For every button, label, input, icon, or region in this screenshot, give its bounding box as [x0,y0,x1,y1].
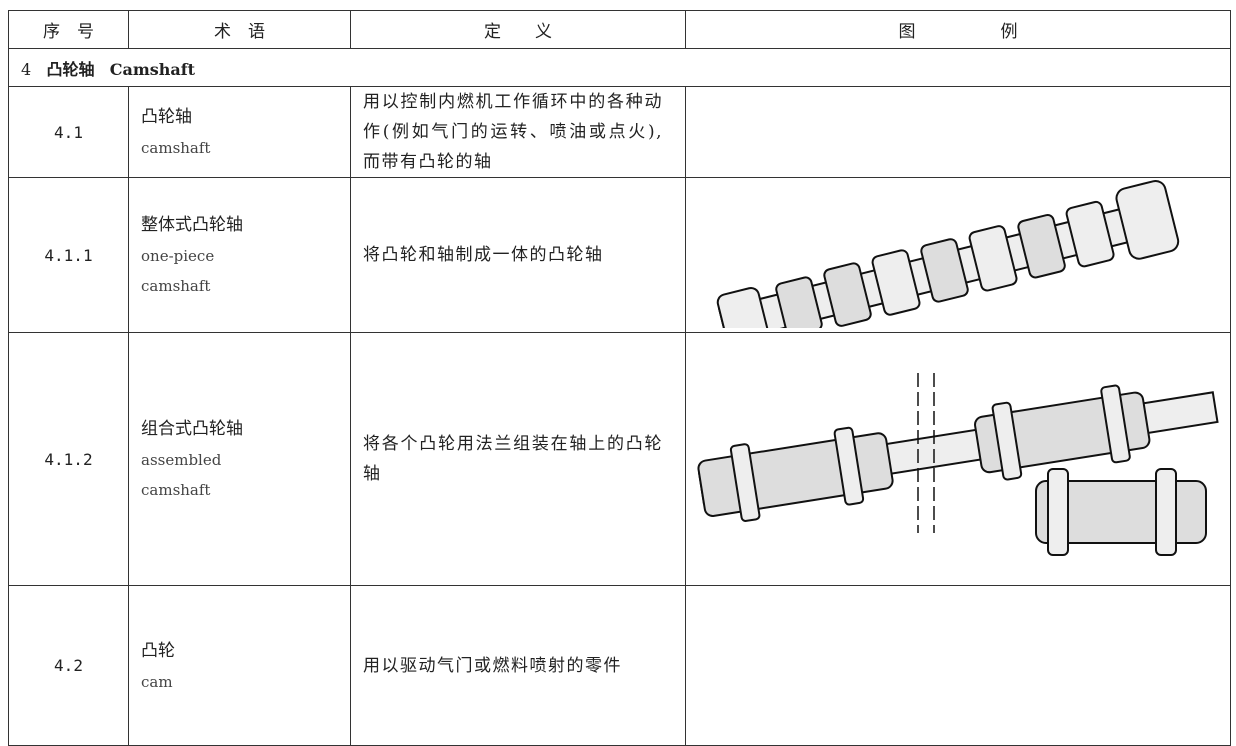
row-number: 4.1.1 [8,177,129,333]
header-cell: 定 义 [350,10,686,49]
figure-cell [685,332,1231,586]
term-cell: 凸轮轴 camshaft [128,86,351,178]
definition-cell: 将凸轮和轴制成一体的凸轮轴 [350,177,686,333]
section-zh: 凸轮轴 [46,59,95,79]
section-cell: 4 凸轮轴 Camshaft [8,48,1231,87]
section-number: 4 [21,59,32,79]
term-cell: 凸轮 cam [128,585,351,746]
section-row: 4 凸轮轴 Camshaft [8,48,1231,87]
term-cell: 整体式凸轮轴 one-piece camshaft [128,177,351,333]
assembled-camshaft-figure [697,373,1219,556]
definition: 将凸轮和轴制成一体的凸轮轴 [363,245,604,265]
figure-cell [685,177,1231,354]
term-cell: 组合式凸轮轴 assembled camshaft [128,332,351,586]
definition-cell: 用以驱动气门或燃料喷射的零件 [350,585,686,746]
figure-cell [685,585,1231,746]
definition-cell: 用以控制内燃机工作循环中的各种动作(例如气门的运转、喷油或点火),而带有凸轮的轴 [350,86,686,178]
row: 4.1.1 整体式凸轮轴 one-piece camshaft 将凸轮和轴制成一体… [8,177,1231,354]
figure-cell [685,86,1231,178]
definition: 用以控制内燃机工作循环中的各种动作(例如气门的运转、喷油或点火),而带有凸轮的轴 [363,92,663,172]
row: 4.1 凸轮轴 camshaft 用以控制内燃机工作循环中的各种动作(例如气门的运… [8,86,1231,178]
camshaft-figure [716,180,1180,354]
term-zh: 凸轮轴 [141,107,192,127]
row-number: 4.2 [8,585,129,746]
row-number: 4.1 [8,86,129,178]
header-cell: 术 语 [128,10,351,49]
section-en: Camshaft [109,59,196,79]
term-en: camshaft [141,139,211,157]
term-en: one-piece camshaft [141,247,215,295]
term-en: cam [141,672,173,691]
definition: 将各个凸轮用法兰组装在轴上的凸轮轴 [363,434,663,484]
header-row: 序 号 术 语 定 义 图 例 [8,10,1231,49]
row: 4.2 凸轮 cam 用以驱动气门或燃料喷射的零件 [8,585,1231,746]
header-cell: 序 号 [8,10,129,49]
term-zh: 凸轮 [141,640,175,661]
term-zh: 整体式凸轮轴 [141,215,243,235]
row-number: 4.1.2 [8,332,129,586]
row: 4.1.2 组合式凸轮轴 assembled camshaft 将各个凸轮用法兰组… [8,332,1231,586]
term-en: assembled camshaft [141,451,222,499]
term-zh: 组合式凸轮轴 [141,419,243,439]
term-table: 序 号 术 语 定 义 图 例 4 凸轮轴 Camshaft 4.1 凸轮轴 ca… [8,10,1231,746]
definition: 用以驱动气门或燃料喷射的零件 [363,655,622,676]
header-cell: 图 例 [685,10,1231,49]
definition-cell: 将各个凸轮用法兰组装在轴上的凸轮轴 [350,332,686,586]
